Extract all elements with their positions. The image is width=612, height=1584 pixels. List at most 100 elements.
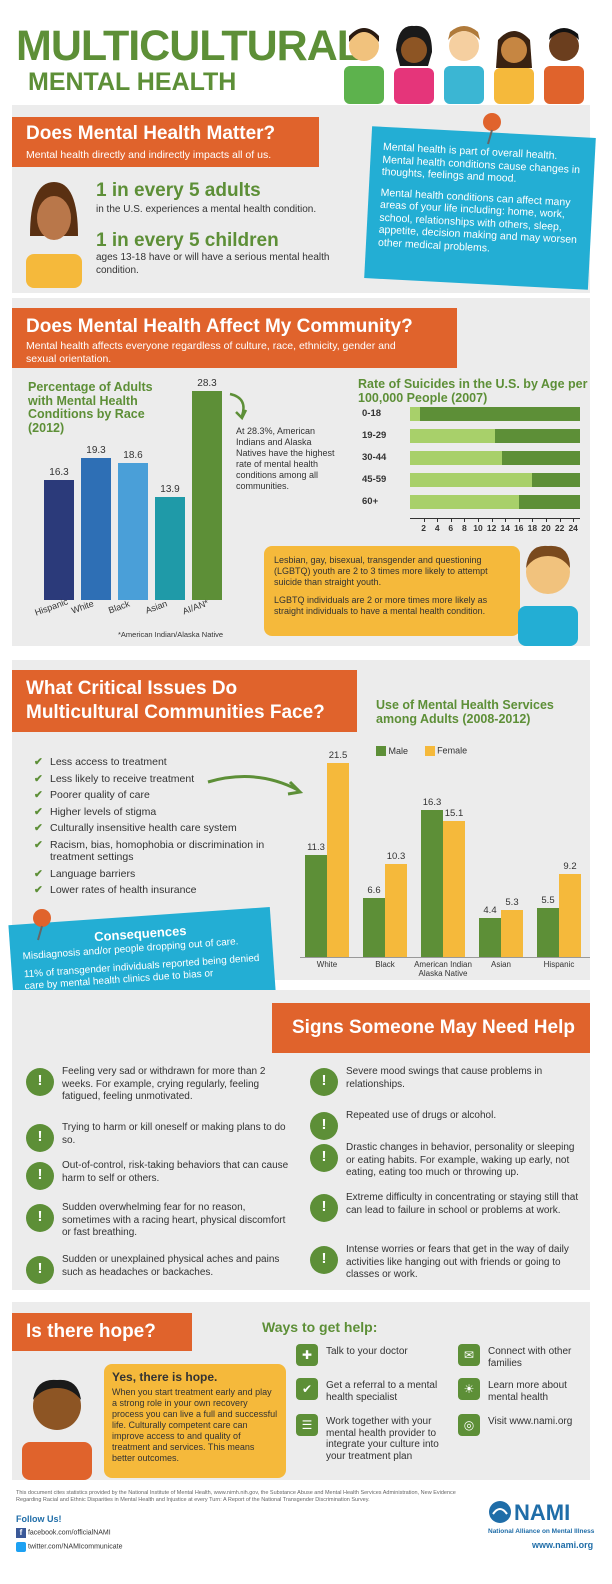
suicide-tick — [518, 518, 520, 522]
services-bar-male — [305, 855, 327, 958]
warning-icon — [26, 1204, 54, 1232]
way-item: Get a referral to a mental health specia… — [326, 1380, 438, 1403]
lgbtq-p1: Lesbian, gay, bisexual, transgender and … — [274, 555, 488, 587]
issue-text: Language barriers — [50, 867, 136, 880]
s3-banner: What Critical Issues Do Multicultural Co… — [12, 670, 357, 732]
services-chart-title: Use of Mental Health Services among Adul… — [376, 698, 554, 726]
nami-logo-icon — [489, 1501, 511, 1523]
pushpin-icon — [483, 113, 501, 145]
issue-text: Culturally insensitive health care syste… — [50, 822, 237, 834]
issue-item: ✔ Higher levels of stigma — [34, 806, 284, 819]
check-icon: ✔ — [34, 789, 43, 801]
legend-male-swatch — [376, 745, 386, 756]
sign-text: Repeated use of drugs or alcohol. — [346, 1110, 497, 1121]
services-value-label: 16.3 — [422, 796, 442, 808]
services-value-label: 9.2 — [563, 861, 577, 873]
document-icon: ☰ — [296, 1414, 318, 1436]
suicide-tick-label: 24 — [568, 523, 578, 533]
suicide-tick — [505, 518, 507, 522]
issue-item: ✔ Less access to treatment — [34, 756, 284, 769]
globe-icon: ◎ — [458, 1414, 480, 1436]
suicide-tick-label: 8 — [462, 523, 467, 533]
services-value-label: 5.3 — [505, 896, 519, 908]
suicide-age-label: 60+ — [362, 496, 379, 507]
facebook-label: facebook.com/officialNAMI — [27, 1529, 111, 1537]
sign-text: Sudden or unexplained physical aches and… — [62, 1254, 280, 1278]
issue-item: ✔ Culturally insensitive health care syst… — [34, 822, 284, 835]
suicide-bar — [410, 451, 502, 465]
issue-text: Higher levels of stigma — [50, 805, 157, 818]
services-chart: 11.3 21.5 6.6 10.3 16.3 15.1 4.4 5.3 5.5 9.2 — [300, 740, 590, 958]
race-category-label: Asian — [143, 598, 169, 616]
ways-list: ✚ Talk to your doctor ✔ Get a referral to a… — [296, 1344, 592, 1474]
issue-text: Lower rates of health insurance — [50, 884, 197, 896]
suicide-tick-label: 6 — [448, 523, 454, 533]
suicide-bar — [410, 473, 533, 487]
services-bar-female — [501, 909, 523, 958]
services-value-label: 21.5 — [328, 749, 348, 761]
suicide-tick-label: 4 — [434, 523, 440, 533]
nami-url[interactable]: www.nami.org — [532, 1540, 594, 1550]
race-value-label: 18.6 — [123, 449, 143, 461]
race-value-label: 28.3 — [197, 378, 217, 390]
stat-adults: 1 in every 5 adults — [96, 180, 261, 201]
way-item: Learn more about mental health — [488, 1380, 567, 1403]
hope-bubble-text: When you start treatment early and play … — [112, 1387, 278, 1463]
page-title: MULTICULTURAL — [16, 22, 363, 70]
legend-female: Female — [437, 745, 468, 756]
issues-list: ✔ Less access to treatment ✔ Less likely to… — [34, 756, 284, 901]
check-icon: ✔ — [34, 838, 43, 851]
suicide-tick — [491, 518, 493, 522]
arrow-icon — [207, 775, 304, 796]
services-bar-male — [363, 898, 385, 958]
services-bar-female — [327, 762, 349, 958]
s1-banner: Does Mental Health Matter? Mental health… — [12, 117, 319, 167]
suicide-bar-track — [410, 407, 580, 421]
suicide-age-label: 45-59 — [362, 474, 387, 485]
suicide-age-label: 19-29 — [362, 430, 387, 441]
issue-text: Racism, bias, homophobia or discriminati… — [50, 838, 265, 864]
warning-icon — [310, 1246, 338, 1274]
nami-fullname: National Alliance on Mental Illness — [488, 1528, 595, 1535]
ways-title: Ways to get help: — [262, 1319, 378, 1335]
chat-icon: ✉ — [458, 1344, 480, 1366]
lgbtq-p2: LGBTQ individuals are 2 or more times mo… — [274, 595, 488, 616]
check-icon: ✔ — [34, 772, 43, 785]
issue-item: ✔ Lower rates of health insurance — [34, 884, 284, 897]
race-footnote: *American Indian/Alaska Native — [118, 630, 224, 639]
suicide-chart-title: Rate of Suicides in the U.S. by Age per … — [358, 377, 588, 405]
sign-text: Intense worries or fears that get in the… — [346, 1244, 569, 1280]
race-category-label: Black — [106, 598, 132, 616]
race-bar — [118, 462, 148, 600]
sign-text: Severe mood swings that cause problems i… — [346, 1066, 543, 1090]
warning-icon — [26, 1256, 54, 1284]
warning-icon — [310, 1068, 338, 1096]
facebook-link[interactable]: f facebook.com/officialNAMI — [16, 1528, 111, 1538]
services-legend: Male Female — [376, 745, 467, 756]
suicide-tick — [423, 518, 425, 522]
stat-adults-text: in the U.S. experiences a mental health … — [96, 204, 317, 215]
s5-banner: Is there hope? — [12, 1313, 192, 1351]
check-icon: ✔ — [34, 884, 43, 896]
info-note: Mental health is part of overall health.… — [364, 126, 596, 290]
issue-text: Less access to treatment — [50, 756, 167, 768]
page-subtitle: MENTAL HEALTH — [28, 68, 237, 96]
s2-subtitle: Mental health affects everyone regardles… — [26, 340, 396, 365]
arrow-icon — [229, 392, 248, 421]
header: MULTICULTURAL MENTAL HEALTH — [0, 0, 612, 105]
lightbulb-icon: ☀ — [458, 1378, 480, 1400]
twitter-link[interactable]: twitter.com/NAMIcommunicate — [16, 1542, 122, 1552]
race-chart-xlabels: Hispanic White Black Asian AI/AN* — [30, 596, 240, 630]
services-value-label: 10.3 — [386, 851, 406, 863]
services-value-label: 6.6 — [367, 885, 381, 896]
suicide-tick — [532, 518, 534, 522]
services-category-label: Asian — [490, 960, 511, 969]
services-value-label: 11.3 — [307, 842, 325, 854]
woman-avatar — [26, 182, 82, 288]
race-value-label: 19.3 — [86, 444, 106, 456]
suicide-tick-label: 10 — [473, 523, 483, 533]
issue-item: ✔ Language barriers — [34, 868, 284, 881]
s3-title-l2: Multicultural Communities Face? — [26, 702, 325, 723]
issue-text: Less likely to receive treatment — [50, 772, 195, 785]
services-bar-female — [385, 864, 407, 958]
